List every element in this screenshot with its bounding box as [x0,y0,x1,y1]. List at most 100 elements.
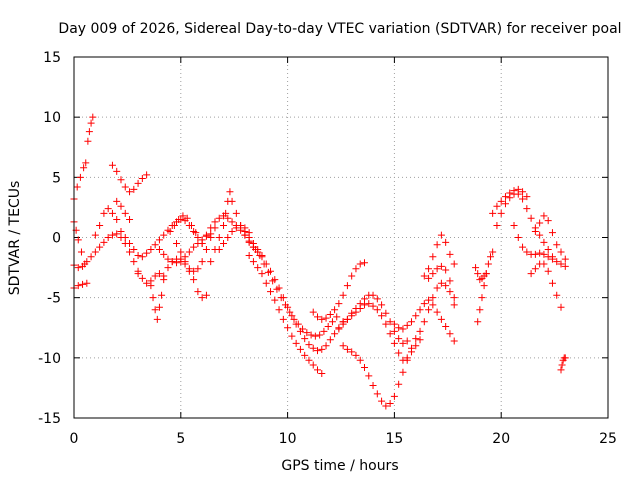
series-arc-36 [557,354,569,374]
y-tick-label: 10 [43,110,61,126]
data-point [373,306,381,314]
data-point [281,301,289,309]
data-point [480,282,488,290]
data-point [173,240,181,248]
data-point [553,291,561,299]
data-point [356,356,364,364]
data-point [192,229,200,237]
data-point [442,323,450,331]
data-point [429,301,437,309]
data-point [343,315,351,323]
data-point [335,300,343,308]
data-point [395,349,403,357]
data-point [194,234,202,241]
data-point [292,339,300,347]
data-point [395,380,403,388]
data-point [450,294,458,302]
data-point [245,234,253,241]
data-point [403,337,411,345]
data-point [134,252,142,260]
data-point [390,392,398,400]
data-point [333,313,341,321]
data-point [478,294,486,302]
data-point [339,342,347,350]
data-point [130,258,138,266]
data-point [207,258,215,266]
data-point [74,236,82,244]
data-point [506,189,514,197]
data-point [79,262,87,270]
series-arc-06 [91,205,121,239]
data-point [309,344,317,352]
data-point [484,260,492,268]
data-point [117,202,125,210]
data-point [324,323,332,331]
series-arc-16 [207,188,257,266]
data-point [437,262,445,270]
data-point [536,231,544,239]
data-point [224,234,232,241]
series-arc-26 [420,231,458,280]
data-point [382,320,390,328]
data-point [168,258,176,266]
data-point [220,221,228,229]
data-point [74,282,82,290]
data-point [425,296,433,304]
data-point [369,302,377,310]
data-point [185,248,193,256]
data-point [531,265,539,273]
data-point [343,282,351,290]
data-point [130,246,138,254]
data-point [91,231,99,239]
data-point [382,309,390,317]
data-point [328,318,336,326]
y-tick-label: 0 [52,231,61,247]
data-point [519,243,527,251]
data-point [155,303,163,311]
data-point [482,270,490,278]
data-point [215,246,223,254]
data-point [322,342,330,350]
data-point [326,311,334,319]
data-point [224,214,232,222]
data-point [290,315,298,323]
series-arc-34 [527,260,565,311]
data-point [151,241,159,249]
data-point [147,246,155,254]
data-point [399,325,407,333]
data-point [557,303,565,311]
data-point [121,209,129,217]
data-point [540,250,548,258]
series-arc-13 [166,212,200,237]
data-point [245,252,253,260]
data-point [378,301,386,309]
data-point [249,240,257,248]
data-point [343,345,351,353]
data-point [183,214,191,222]
data-point [548,229,556,237]
data-point [433,308,441,316]
data-point [138,274,146,282]
data-point [561,255,569,263]
data-point [160,276,168,284]
data-point [117,176,125,184]
series-arc-32 [489,185,531,217]
data-point [147,282,155,290]
data-point [544,253,552,261]
data-point [420,318,428,326]
data-point [256,252,264,260]
data-point [561,262,569,270]
data-point [519,195,527,203]
data-point [446,277,454,285]
data-point [309,361,317,369]
data-point [126,188,134,196]
x-tick-label: 20 [492,431,510,447]
data-point [273,285,281,293]
data-point [360,301,368,309]
data-point [232,209,240,217]
data-point [523,205,531,213]
data-point [220,240,228,248]
data-point [143,249,151,257]
data-point [138,253,146,261]
data-point [175,215,183,223]
